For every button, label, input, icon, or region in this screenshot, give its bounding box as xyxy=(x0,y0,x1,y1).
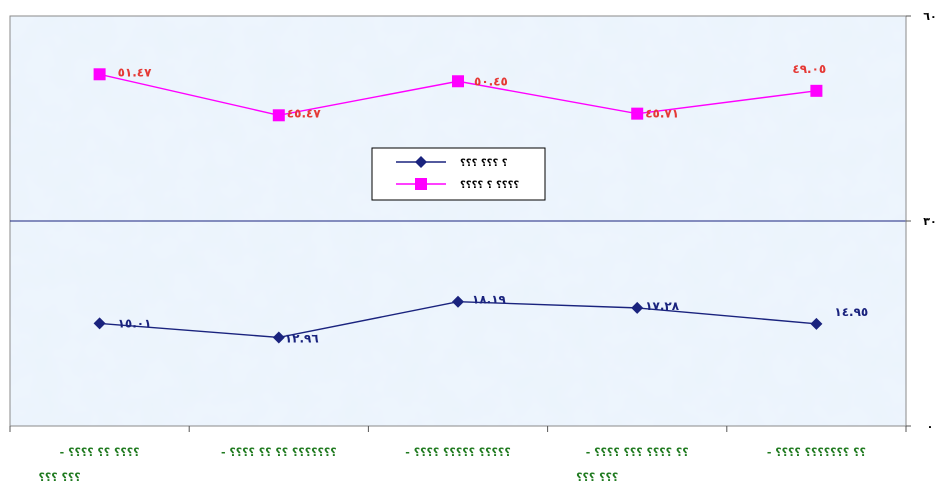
data-point-marker xyxy=(272,109,285,122)
x-category-label: - ؟؟؟؟ ؟؟ ؟؟؟؟ ؟؟؟ ؟؟؟ xyxy=(39,446,140,484)
data-point-marker xyxy=(810,317,823,330)
data-label: ١٤.٩٥ xyxy=(834,305,868,319)
x-category-label: - ؟؟؟؟؟ ؟؟؟؟؟ ؟؟؟؟ xyxy=(405,446,510,459)
y-tick-label: ٠ xyxy=(927,420,934,433)
legend-swatch-marker xyxy=(415,178,427,190)
data-point-marker xyxy=(93,68,106,81)
x-category-label-line: - ؟؟؟؟؟ ؟؟؟؟؟ ؟؟؟؟ xyxy=(405,446,510,459)
data-label: ١٥.٠١ xyxy=(118,316,152,330)
x-category-label-line: ؟؟؟ ؟؟؟ xyxy=(39,471,81,484)
x-category-label: - ؟؟ ؟؟؟؟ ؟؟؟ ؟؟؟؟ ؟؟؟ ؟؟؟ xyxy=(576,446,688,484)
x-category-label: - ؟؟؟؟؟؟؟ ؟؟ ؟؟ ؟؟؟؟ xyxy=(221,446,337,459)
data-label: ١٧.٢٨ xyxy=(645,299,680,313)
y-tick-label: ٣٠ xyxy=(923,215,936,228)
data-label: ٤٥.٤٧ xyxy=(287,106,322,120)
legend xyxy=(371,147,546,201)
x-category-label-line: - ؟؟؟؟ ؟؟ ؟؟؟؟ xyxy=(60,446,140,459)
data-point-marker xyxy=(272,331,285,344)
y-tick-label: ٦٠ xyxy=(923,10,936,23)
data-point-marker xyxy=(631,107,644,120)
x-category-label: - ؟؟ ؟؟؟؟؟؟؟ ؟؟؟؟ xyxy=(767,446,866,459)
legend-swatch-marker xyxy=(415,156,427,168)
x-category-label-line: - ؟؟؟؟؟؟؟ ؟؟ ؟؟ ؟؟؟؟ xyxy=(221,446,337,459)
data-label: ١٨.١٩ xyxy=(472,293,507,307)
data-label: ٤٥.٧١ xyxy=(645,107,679,121)
data-point-marker xyxy=(631,301,644,314)
data-point-marker xyxy=(810,84,823,97)
legend-entry-label: ؟؟؟؟ ؟ ؟؟؟؟ xyxy=(460,180,519,191)
data-point-marker xyxy=(452,75,464,88)
data-label: ٤٩.٠٥ xyxy=(792,62,826,76)
data-label: ٥٠.٤٥ xyxy=(474,74,508,88)
legend-entry-label: ؟ ؟؟؟ ؟؟؟ xyxy=(460,158,508,169)
x-category-label-line: - ؟؟ ؟؟؟؟؟؟؟ ؟؟؟؟ xyxy=(767,446,866,459)
x-category-label-line: ؟؟؟ ؟؟؟ xyxy=(576,471,618,484)
data-label: ٥١.٤٧ xyxy=(118,65,153,79)
x-category-label-line: - ؟؟ ؟؟؟؟ ؟؟؟ ؟؟؟؟ xyxy=(586,446,689,459)
data-point-marker xyxy=(452,295,464,308)
data-label: ١٢.٩٦ xyxy=(285,331,319,345)
data-point-marker xyxy=(93,317,106,330)
